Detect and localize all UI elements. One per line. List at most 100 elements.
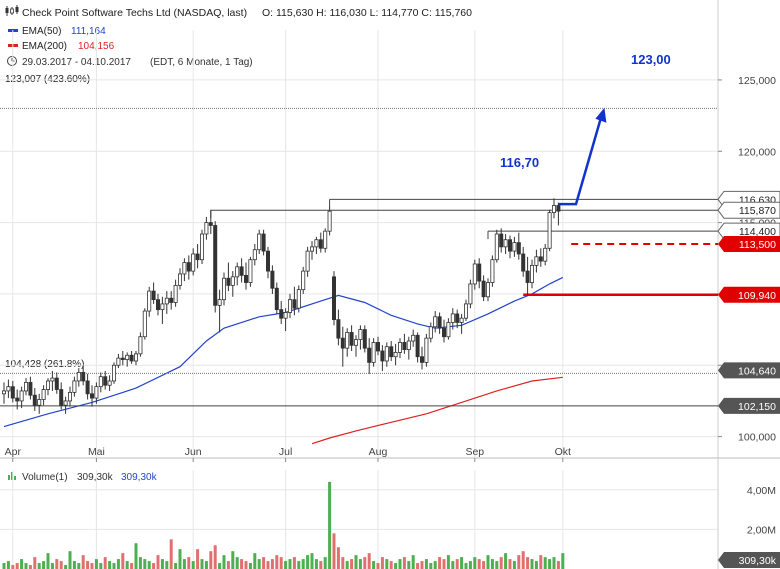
candle-body [521,253,526,272]
candle [160,296,165,324]
candle-body [76,371,81,382]
price-label-109-940-box [718,286,780,303]
volume-bar [372,561,376,569]
candle [441,319,446,343]
candle [534,249,539,273]
volume-bar [99,563,103,569]
ema50-series [3,276,564,428]
x-tick-label: Jul [279,446,292,458]
volume-bar [460,557,464,569]
candle-body [50,377,55,382]
candle [2,382,7,404]
volume-bar [218,563,222,569]
candle-body [393,352,398,358]
candle [191,248,196,276]
x-tick-label: Okt [555,446,571,458]
volume-bar [90,563,94,569]
candle-body [463,303,468,319]
candle [164,291,169,314]
candle-body [516,242,521,255]
candle-body [323,230,328,249]
candle [142,308,147,340]
volume-bar [169,539,173,569]
candle-body [230,276,235,286]
candle [340,326,345,367]
candle-body [164,297,169,305]
candle [19,386,24,409]
candle [226,262,231,292]
candle-body [160,303,165,311]
volume-bar [33,557,37,569]
volume-bar [108,561,112,569]
volume-bar [55,559,59,569]
candle-body [345,332,350,349]
x-tick-label: Aug [369,446,388,458]
volume-bar [319,561,323,569]
price-label-113-500: 113,500 [739,239,776,251]
candle [525,256,530,296]
candle-body [107,380,112,386]
y-tick-label: 100,000 [738,432,776,444]
volume-bar [24,563,28,569]
y-tick-label: 120,000 [738,146,776,158]
volume-bar [165,561,169,569]
candle-body [309,246,314,252]
volume-bar [376,563,380,569]
candle [309,241,314,260]
candle-body [186,262,191,272]
volume-bar [385,559,389,569]
candle-body [485,282,490,298]
candle-body [279,309,284,319]
candle [217,289,222,333]
candle-body [133,353,138,362]
candle [512,236,517,257]
candle [494,229,499,263]
candle-body [552,205,557,214]
candle [243,262,248,290]
volume-legend-label: Volume(1) [22,472,68,483]
candle-body [494,233,499,261]
candle-body [41,389,46,400]
candle-body [261,233,266,252]
candle [261,229,266,256]
candle-body [85,380,90,395]
candle-body [23,381,28,392]
candle [349,325,354,351]
candle-body [397,342,402,353]
volume-bar [2,563,6,569]
volume-legend-value: 309,30k [77,472,114,483]
candle-body [525,270,530,283]
candle-body [375,342,380,352]
price-label-115-870: 115,870 [739,205,776,217]
volume-bar [477,559,481,569]
volume-bar [156,555,160,569]
volume-bar [266,561,270,569]
volume-bar [200,559,204,569]
candle-body [349,332,354,346]
candle [323,228,328,253]
volume-bar [46,553,50,569]
volume-bar [530,559,534,569]
candle [129,351,134,364]
volume-bar [257,559,261,569]
candle [362,325,367,353]
volume-bar [72,561,76,569]
candle [85,373,90,400]
candle-body [90,393,95,399]
candle-body [226,277,231,286]
candle-body [331,276,336,321]
price-label-104-640: 104,640 [738,365,776,377]
candle [72,376,77,397]
candle [177,268,182,290]
candle [481,275,486,302]
volume-bar [209,551,213,569]
candle [318,232,323,253]
candle-body [441,327,446,338]
candle-body [112,364,117,382]
candle-body [481,280,486,298]
volume-bar [50,563,54,569]
candle-body [208,222,213,226]
candle [437,312,442,334]
